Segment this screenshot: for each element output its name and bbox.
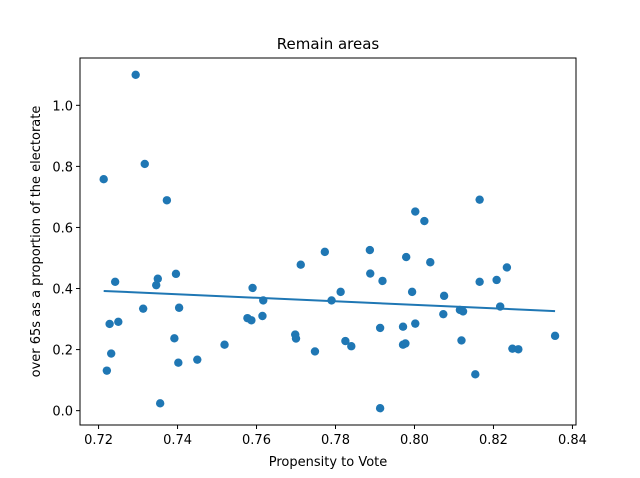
- data-point: [365, 245, 375, 255]
- data-point: [131, 70, 140, 79]
- data-point: [375, 323, 385, 333]
- data-point: [153, 274, 162, 283]
- data-point: [411, 207, 420, 216]
- data-point: [514, 345, 523, 354]
- data-point: [550, 331, 560, 341]
- data-point: [138, 304, 148, 313]
- data-point: [114, 317, 123, 326]
- marks-layer: [99, 70, 560, 413]
- y-tick-label: 0.0: [52, 405, 73, 420]
- data-point: [162, 196, 172, 205]
- data-point: [99, 175, 108, 184]
- data-point: [336, 287, 345, 297]
- data-point: [152, 280, 161, 290]
- ticks-layer: 0.72 0.74 0.76 0.78 0.80 0.82 0.84 0.0 0.2 0.4 0.6…: [52, 99, 587, 448]
- data-point: [401, 252, 411, 262]
- data-point: [366, 269, 375, 278]
- data-point: [193, 355, 202, 364]
- data-point: [475, 195, 484, 204]
- data-point: [492, 275, 501, 285]
- data-point: [105, 319, 114, 329]
- data-point: [341, 336, 350, 346]
- chart-title: Remain areas: [277, 35, 380, 53]
- data-point: [378, 276, 387, 286]
- data-point: [457, 336, 466, 345]
- x-axis-title: Propensity to Vote: [269, 455, 388, 470]
- trend-line: [103, 289, 556, 313]
- data-point: [471, 370, 480, 379]
- x-tick-label: 0.80: [400, 433, 429, 448]
- data-point: [502, 263, 512, 272]
- data-point: [296, 260, 305, 269]
- data-point: [174, 303, 184, 312]
- y-tick-label: 0.2: [52, 344, 73, 359]
- x-tick-label: 0.82: [479, 433, 508, 448]
- data-point: [347, 342, 356, 351]
- x-tick-label: 0.84: [558, 433, 587, 448]
- x-tick-label: 0.72: [84, 433, 113, 448]
- data-point: [155, 399, 165, 408]
- data-point: [420, 216, 429, 226]
- data-point: [439, 309, 448, 319]
- data-point: [375, 404, 385, 413]
- data-point: [398, 322, 408, 331]
- data-point: [401, 339, 410, 348]
- data-point: [110, 277, 120, 286]
- data-point: [407, 287, 417, 297]
- data-point: [171, 269, 181, 279]
- data-point: [426, 258, 435, 267]
- data-point: [475, 277, 484, 286]
- data-point: [248, 283, 257, 293]
- axes-frame: [79, 57, 577, 426]
- x-tick-label: 0.78: [321, 433, 350, 448]
- data-point: [220, 340, 229, 349]
- data-point: [170, 334, 179, 343]
- y-tick-label: 0.8: [52, 160, 73, 175]
- data-point: [320, 247, 330, 257]
- y-tick-label: 0.4: [52, 283, 73, 298]
- x-tick-label: 0.76: [242, 433, 271, 448]
- data-point: [174, 358, 183, 367]
- data-point: [439, 291, 449, 301]
- data-point: [310, 347, 320, 356]
- x-tick-label: 0.74: [163, 433, 192, 448]
- data-point: [107, 349, 116, 358]
- data-point: [411, 319, 420, 328]
- data-point: [291, 334, 301, 343]
- data-point: [247, 316, 256, 325]
- data-point: [140, 159, 149, 169]
- y-tick-label: 0.6: [52, 221, 73, 236]
- data-point: [458, 307, 468, 316]
- y-tick-label: 1.0: [52, 99, 73, 114]
- y-axis-title: over 65s as a proportion of the electora…: [29, 106, 44, 378]
- data-point: [102, 366, 112, 375]
- data-point: [258, 311, 267, 321]
